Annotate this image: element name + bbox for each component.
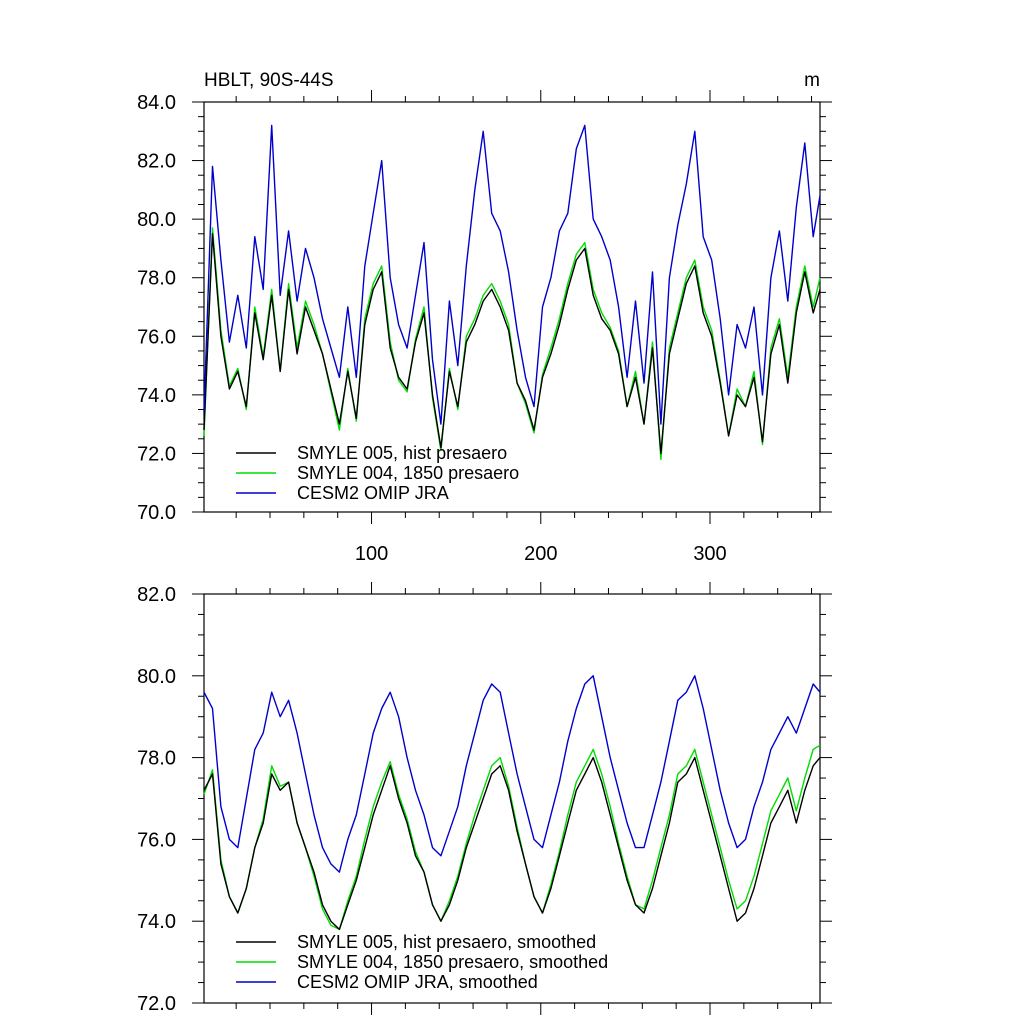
legend-label: SMYLE 004, 1850 presaero, smoothed [297, 952, 608, 972]
y-tick-label: 74.0 [137, 385, 176, 407]
chart-title: HBLT, 90S-44S [204, 70, 334, 91]
units-label: m [804, 70, 820, 91]
y-tick-label: 74.0 [137, 911, 176, 933]
y-tick-label: 84.0 [137, 92, 176, 114]
legend-label: SMYLE 005, hist presaero [297, 443, 507, 463]
bottom-series [203, 675, 821, 931]
x-tick-label: 100 [355, 543, 388, 565]
series-line [203, 756, 821, 931]
panel-bottom: 82.0 80.0 78.0 76.0 74.0 72.0 SMYLE 005, hist… [137, 582, 832, 1015]
y-tick-label: 70.0 [137, 502, 176, 524]
series-line [203, 675, 821, 873]
series-line [203, 744, 821, 931]
top-series [203, 124, 821, 460]
y-tick-label: 72.0 [137, 993, 176, 1015]
top-legend: SMYLE 005, hist presaero SMYLE 004, 1850… [236, 443, 519, 503]
y-tick-label: 78.0 [137, 268, 176, 290]
y-tick-label: 76.0 [137, 326, 176, 348]
legend-label: SMYLE 004, 1850 presaero [297, 463, 519, 483]
y-tick-label: 82.0 [137, 151, 176, 173]
legend-label: SMYLE 005, hist presaero, smoothed [297, 932, 596, 952]
y-tick-label: 80.0 [137, 666, 176, 688]
top-axes: 84.0 82.0 80.0 78.0 76.0 74.0 72.0 70.0 100 200 30… [137, 90, 832, 565]
series-line [203, 124, 821, 425]
y-tick-label: 80.0 [137, 209, 176, 231]
x-tick-label: 300 [693, 543, 726, 565]
y-tick-label: 72.0 [137, 443, 176, 465]
y-tick-label: 78.0 [137, 748, 176, 770]
y-tick-label: 76.0 [137, 829, 176, 851]
legend-label: CESM2 OMIP JRA, smoothed [297, 972, 538, 992]
y-tick-label: 82.0 [137, 584, 176, 606]
bottom-axes: 82.0 80.0 78.0 76.0 74.0 72.0 [137, 582, 832, 1015]
series-line [203, 233, 821, 455]
panel-top: HBLT, 90S-44S m 84.0 82.0 80.0 78.0 76.0 74.0… [137, 70, 832, 565]
x-tick-label: 200 [524, 543, 557, 565]
bottom-legend: SMYLE 005, hist presaero, smoothed SMYLE… [236, 932, 608, 992]
legend-label: CESM2 OMIP JRA [297, 483, 449, 503]
